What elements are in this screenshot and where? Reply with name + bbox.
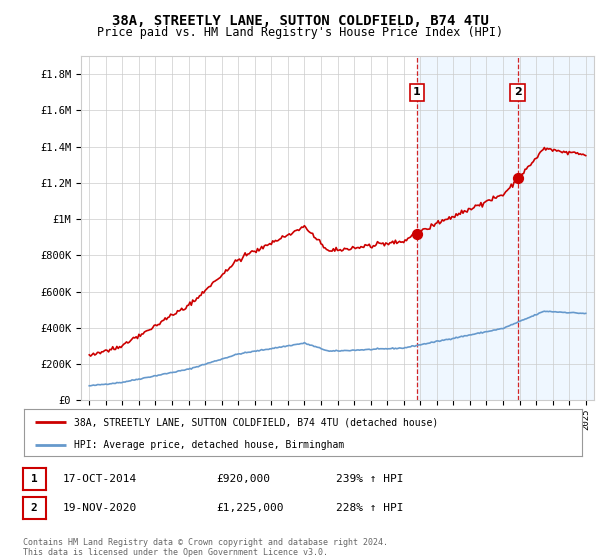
Text: Contains HM Land Registry data © Crown copyright and database right 2024.
This d: Contains HM Land Registry data © Crown c… bbox=[23, 538, 388, 557]
Text: £920,000: £920,000 bbox=[216, 474, 270, 484]
Text: 2: 2 bbox=[31, 503, 38, 513]
Text: £1,225,000: £1,225,000 bbox=[216, 503, 284, 513]
Text: 239% ↑ HPI: 239% ↑ HPI bbox=[336, 474, 404, 484]
Bar bbox=[417, 56, 594, 400]
Text: HPI: Average price, detached house, Birmingham: HPI: Average price, detached house, Birm… bbox=[74, 440, 344, 450]
Text: 1: 1 bbox=[31, 474, 38, 484]
Text: 19-NOV-2020: 19-NOV-2020 bbox=[63, 503, 137, 513]
Text: 2: 2 bbox=[514, 87, 521, 97]
Text: 17-OCT-2014: 17-OCT-2014 bbox=[63, 474, 137, 484]
Point bbox=[513, 174, 523, 183]
Point bbox=[412, 229, 422, 238]
Text: 228% ↑ HPI: 228% ↑ HPI bbox=[336, 503, 404, 513]
Text: 1: 1 bbox=[413, 87, 421, 97]
Text: 38A, STREETLY LANE, SUTTON COLDFIELD, B74 4TU: 38A, STREETLY LANE, SUTTON COLDFIELD, B7… bbox=[112, 14, 488, 28]
Text: 38A, STREETLY LANE, SUTTON COLDFIELD, B74 4TU (detached house): 38A, STREETLY LANE, SUTTON COLDFIELD, B7… bbox=[74, 417, 439, 427]
Text: Price paid vs. HM Land Registry's House Price Index (HPI): Price paid vs. HM Land Registry's House … bbox=[97, 26, 503, 39]
